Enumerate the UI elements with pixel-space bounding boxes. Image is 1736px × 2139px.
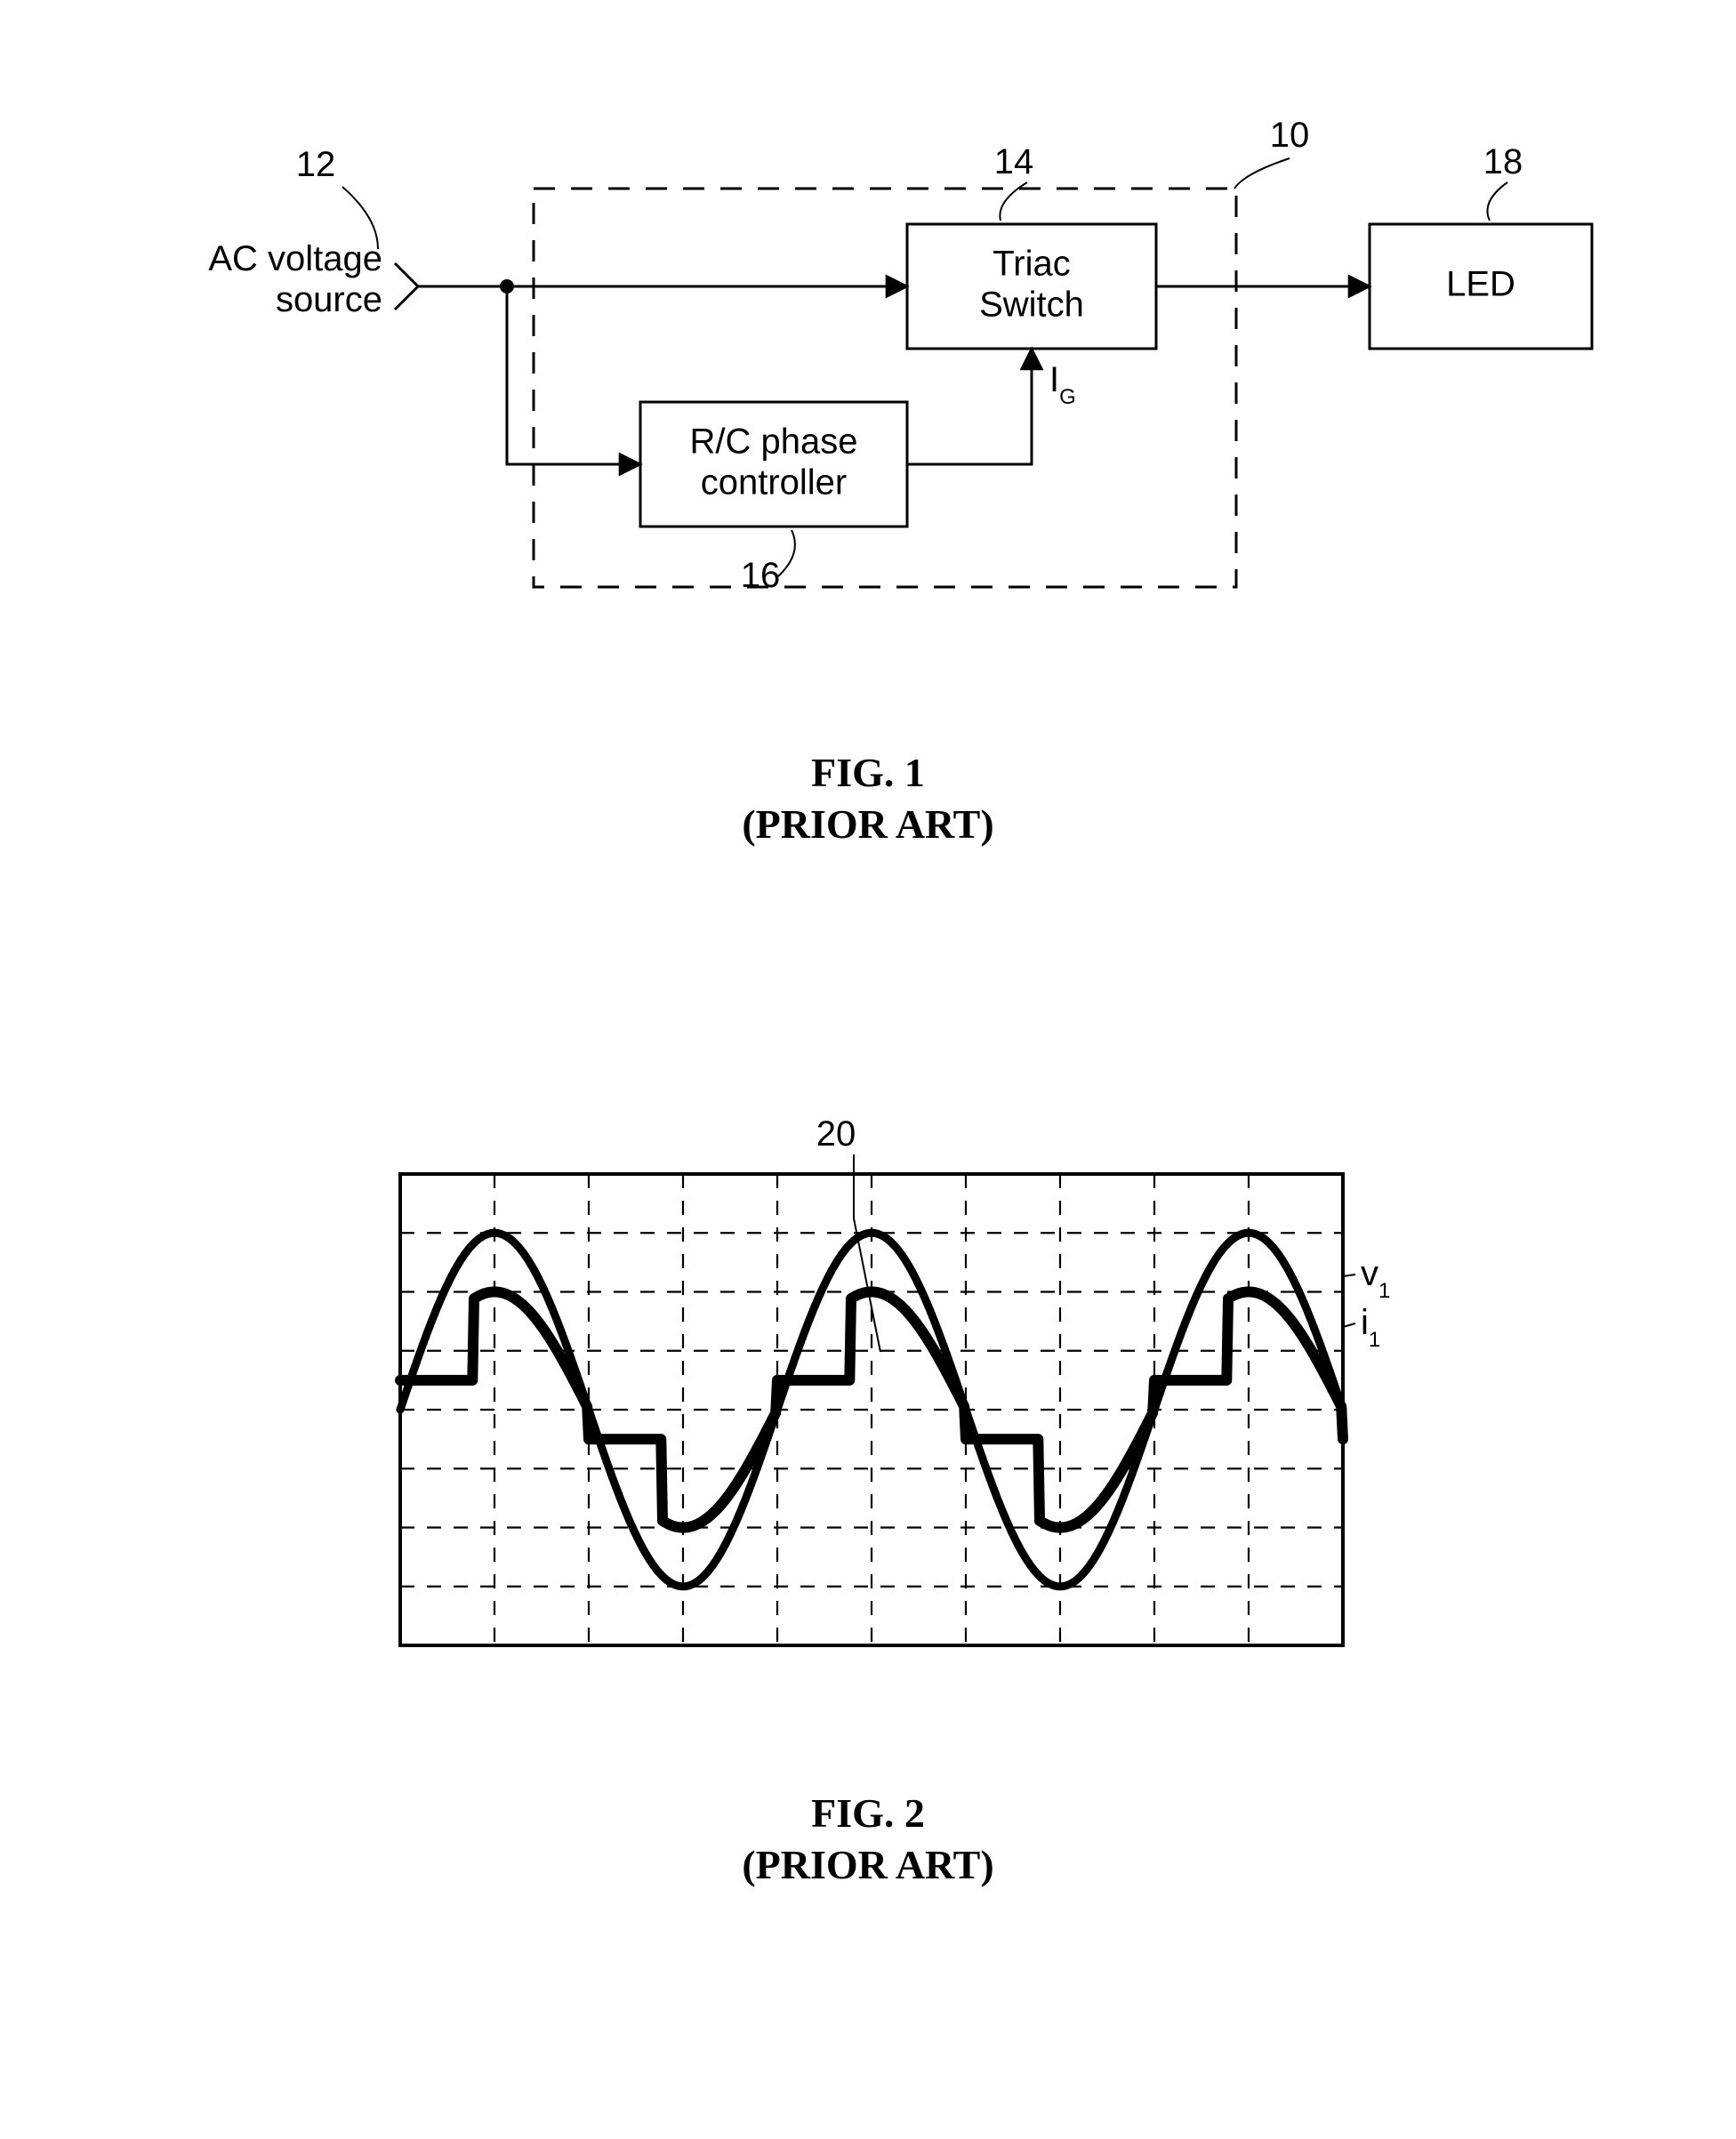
rc-phase-controller-label: R/C phase	[690, 422, 858, 462]
ig-label: IG	[1049, 360, 1076, 409]
ref-18-leader	[1488, 182, 1508, 221]
fig2-caption: FIG. 2 (PRIOR ART)	[0, 1788, 1736, 1890]
ac-source-chevron-icon	[395, 263, 418, 310]
ref-18: 18	[1483, 142, 1523, 181]
ref-12: 12	[296, 145, 336, 184]
ref-20: 20	[816, 1114, 856, 1154]
fig1-caption-line2: (PRIOR ART)	[742, 801, 993, 847]
ac-source-label: source	[276, 280, 382, 319]
ref-10-leader	[1234, 158, 1290, 189]
rc-phase-controller-label: controller	[701, 463, 848, 503]
wire-ac-to-rc	[507, 286, 640, 464]
fig2-svg: 20 v1i1	[107, 1103, 1619, 1743]
fig1-caption: FIG. 1 (PRIOR ART)	[0, 747, 1736, 849]
label-v1-leader	[1343, 1275, 1355, 1276]
fig1-caption-line1: FIG. 1	[811, 750, 925, 795]
wire-rc-to-triac	[907, 349, 1032, 464]
fig1-svg: TriacSwitch R/C phasecontroller LED AC volt…	[107, 107, 1619, 676]
label-v1: v1	[1361, 1254, 1390, 1303]
fig2-caption-line1: FIG. 2	[811, 1790, 925, 1836]
triac-switch-label: Switch	[979, 285, 1084, 325]
label-i1-leader	[1343, 1323, 1355, 1327]
ref-16: 16	[741, 556, 781, 595]
fig2-container: 20 v1i1	[107, 1103, 1619, 1743]
led-label: LED	[1446, 265, 1515, 304]
ref-16-leader	[778, 530, 795, 576]
fig1-container: TriacSwitch R/C phasecontroller LED AC volt…	[107, 107, 1619, 676]
triac-switch-label: Triac	[993, 245, 1070, 284]
ref-14: 14	[994, 142, 1034, 181]
fig2-caption-line2: (PRIOR ART)	[742, 1842, 993, 1887]
ref-10: 10	[1270, 116, 1310, 155]
ac-source-label: AC voltage	[208, 239, 382, 278]
label-i1: i1	[1361, 1303, 1380, 1352]
